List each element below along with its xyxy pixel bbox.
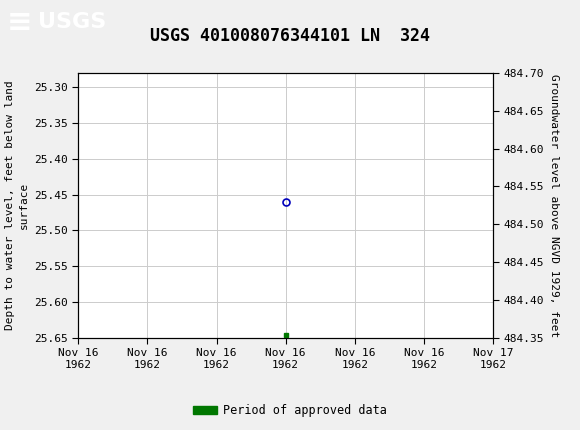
Text: ≡: ≡ bbox=[7, 8, 32, 37]
Y-axis label: Groundwater level above NGVD 1929, feet: Groundwater level above NGVD 1929, feet bbox=[549, 74, 560, 337]
Y-axis label: Depth to water level, feet below land
surface: Depth to water level, feet below land su… bbox=[5, 80, 28, 330]
Text: USGS 401008076344101 LN  324: USGS 401008076344101 LN 324 bbox=[150, 27, 430, 45]
Legend: Period of approved data: Period of approved data bbox=[188, 399, 392, 422]
Text: USGS: USGS bbox=[38, 12, 106, 32]
